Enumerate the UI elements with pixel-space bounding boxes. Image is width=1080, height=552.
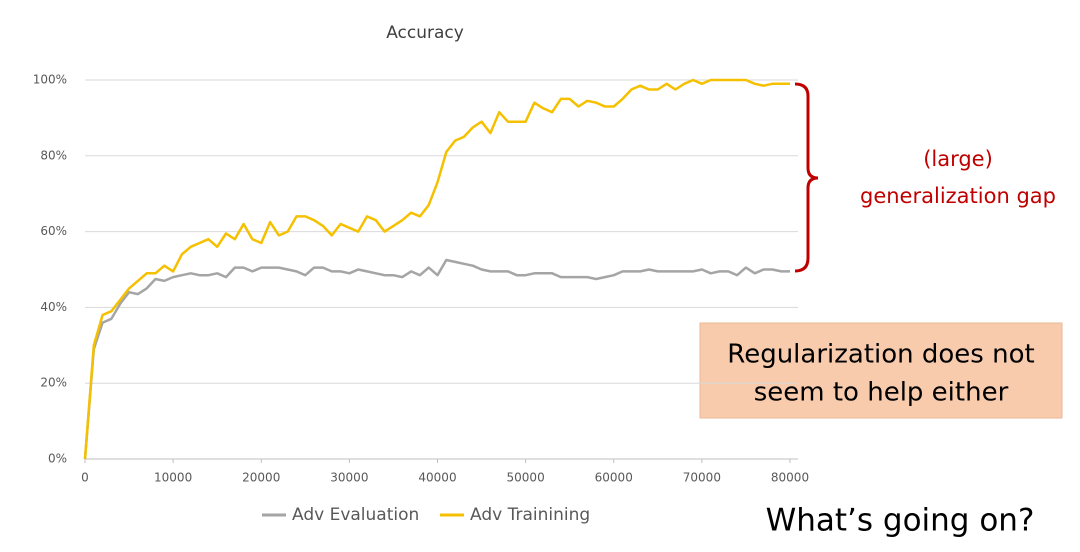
y-tick-label: 80% [40, 148, 67, 162]
x-tick-label: 40000 [418, 471, 456, 485]
x-tick-label: 80000 [771, 471, 809, 485]
chart-title: Accuracy [386, 23, 464, 43]
annotation: generalization gap [860, 184, 1056, 208]
annotation: (large) [923, 147, 993, 171]
x-tick-label: 50000 [507, 471, 545, 485]
y-tick-label: 40% [40, 300, 67, 314]
x-tick-label: 30000 [330, 471, 368, 485]
note-box [699, 322, 1063, 419]
x-tick-label: 0 [81, 471, 89, 485]
brace [794, 82, 819, 273]
question: What’s going on? [766, 503, 1035, 539]
x-tick-label: 10000 [154, 471, 192, 485]
y-tick-label: 20% [40, 376, 67, 390]
series-line [83, 258, 790, 460]
y-tick-label: 100% [33, 73, 67, 87]
series-line [83, 78, 790, 460]
y-tick-label: 60% [40, 224, 67, 238]
x-tick-label: 20000 [242, 471, 280, 485]
x-tick-label: 70000 [683, 471, 721, 485]
note-text: Regularization does not [727, 340, 1034, 370]
y-tick-label: 0% [48, 452, 67, 466]
legend-label: Adv Evaluation [292, 505, 419, 525]
note-text: seem to help either [754, 378, 1009, 408]
legend-label: Adv Trainining [470, 505, 590, 525]
x-tick-label: 60000 [595, 471, 633, 485]
